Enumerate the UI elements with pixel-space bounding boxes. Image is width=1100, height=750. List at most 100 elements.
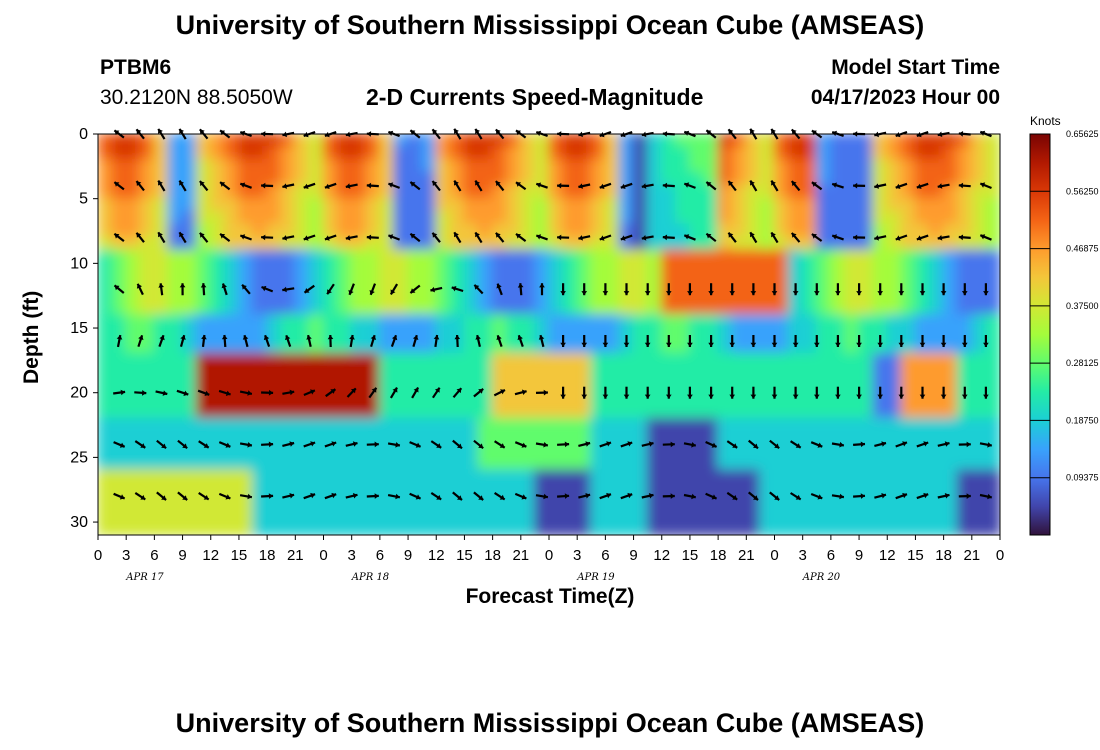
heatmap-cell (98, 275, 114, 291)
heatmap-cell (646, 301, 663, 317)
heatmap-cell (280, 340, 297, 355)
heatmap-cell (280, 184, 297, 200)
heatmap-cell (717, 327, 734, 342)
heatmap-cell (252, 495, 269, 511)
heatmap-cell (660, 197, 677, 213)
current-arrow-head (670, 441, 675, 448)
heatmap-cell (562, 391, 579, 407)
colorbar-tick-label: 0.18750 (1066, 415, 1099, 425)
heatmap-cell (548, 314, 565, 329)
heatmap-cell (717, 158, 734, 174)
heatmap-cell (787, 171, 804, 187)
heatmap-cell (928, 171, 945, 187)
heatmap-cell (139, 365, 156, 381)
heatmap-cell (942, 210, 959, 226)
heatmap-cell (209, 184, 226, 200)
heatmap-cell (956, 262, 973, 278)
heatmap-cell (125, 508, 142, 523)
heatmap-cell (604, 236, 621, 252)
heatmap-cell (703, 365, 720, 381)
heatmap-cell (773, 456, 790, 472)
heatmap-cell (872, 443, 889, 459)
current-arrow-head (832, 182, 837, 188)
heatmap-cell (604, 301, 621, 317)
heatmap-cell (237, 184, 254, 200)
heatmap-cell (533, 469, 550, 485)
heatmap-cell (815, 145, 832, 161)
heatmap-cell (308, 249, 325, 265)
heatmap-cell (815, 378, 832, 394)
heatmap-cell (280, 262, 297, 278)
heatmap-cell (266, 340, 283, 355)
heatmap-cell (956, 249, 973, 265)
heatmap-cell (858, 340, 875, 355)
heatmap-cell (252, 288, 269, 304)
current-arrow-head (966, 441, 971, 448)
heatmap-cell (98, 456, 114, 472)
heatmap-cell (618, 158, 635, 174)
heatmap-cell (336, 404, 353, 420)
heatmap-cell (576, 275, 593, 291)
x-tick-label: 3 (348, 547, 356, 564)
current-arrow-head (853, 182, 858, 189)
heatmap-cell (844, 249, 861, 265)
heatmap-cell (632, 223, 649, 239)
heatmap-cell (421, 327, 438, 342)
heatmap-cell (336, 275, 353, 291)
heatmap-cell (604, 197, 621, 213)
heatmap-cell (646, 184, 663, 200)
heatmap-cell (942, 327, 959, 342)
heatmap-cell (435, 301, 452, 317)
heatmap-cell (153, 391, 170, 407)
heatmap-cell (660, 404, 677, 420)
heatmap-cell (942, 158, 959, 174)
heatmap-cell (181, 469, 198, 485)
heatmap-cell (505, 134, 522, 148)
heatmap-cell (604, 275, 621, 291)
heatmap-cell (858, 171, 875, 187)
current-arrow-head (670, 493, 675, 499)
current-arrow-head (478, 443, 484, 449)
current-arrow-head (220, 233, 226, 239)
heatmap-cell (872, 352, 889, 368)
heatmap-cell (703, 288, 720, 304)
current-arrow-head (120, 389, 126, 396)
heatmap-cell (209, 365, 226, 381)
heatmap-cell (731, 365, 748, 381)
heatmap-cell (378, 521, 395, 535)
heatmap-cell (562, 171, 579, 187)
heatmap-cell (280, 456, 297, 472)
heatmap-cell (153, 404, 170, 420)
current-arrow-head (940, 291, 947, 296)
heatmap-cell (688, 404, 705, 420)
heatmap-cell (900, 301, 917, 317)
heatmap-cell (364, 404, 381, 420)
heatmap-cell (970, 158, 987, 174)
heatmap-cell (139, 417, 156, 433)
heatmap-cell (139, 262, 156, 278)
current-arrow-head (856, 342, 862, 347)
heatmap-cell (928, 391, 945, 407)
heatmap-cell (378, 184, 395, 200)
heatmap-cell (237, 145, 254, 161)
heatmap-cell (984, 197, 1000, 213)
heatmap-cell (280, 521, 297, 535)
heatmap-cell (858, 352, 875, 368)
heatmap-cell (674, 249, 691, 265)
heatmap-cell (421, 236, 438, 252)
heatmap-cell (759, 249, 776, 265)
heatmap-cell (660, 417, 677, 433)
heatmap-cell (576, 158, 593, 174)
heatmap-cell (801, 249, 818, 265)
heatmap-cell (872, 327, 889, 342)
heatmap-cell (660, 314, 677, 329)
heatmap-cell (139, 301, 156, 317)
heatmap-cell (505, 301, 522, 317)
current-arrow-head (374, 493, 379, 499)
heatmap-cell (970, 469, 987, 485)
heatmap-cell (98, 210, 114, 226)
heatmap-cell (111, 327, 128, 342)
heatmap-cell (984, 365, 1000, 381)
heatmap-cell (237, 340, 254, 355)
heatmap-cell (266, 391, 283, 407)
